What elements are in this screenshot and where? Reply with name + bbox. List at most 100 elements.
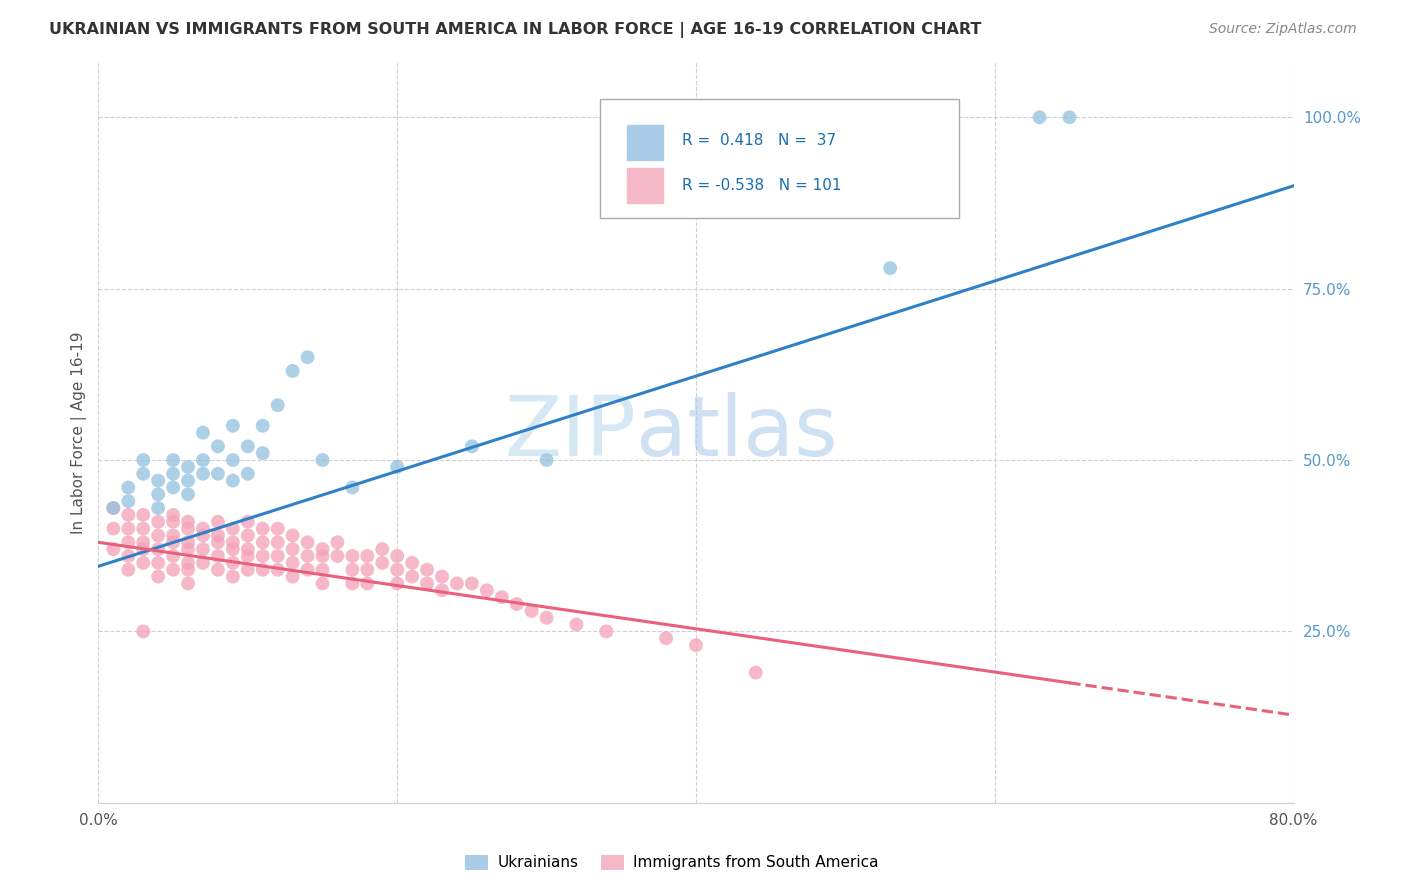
Point <box>162 515 184 529</box>
Point <box>595 624 617 639</box>
Point <box>356 549 378 563</box>
Point <box>177 487 200 501</box>
Text: atlas: atlas <box>637 392 838 473</box>
Point <box>177 542 200 557</box>
Point <box>132 542 155 557</box>
Point <box>342 563 364 577</box>
Point <box>177 556 200 570</box>
Point <box>117 563 139 577</box>
Point <box>536 453 558 467</box>
Point <box>506 597 529 611</box>
Point <box>222 453 245 467</box>
Point <box>356 576 378 591</box>
Point <box>162 549 184 563</box>
Point <box>430 583 453 598</box>
Point <box>207 528 229 542</box>
Point <box>879 261 901 276</box>
Point <box>222 474 245 488</box>
Point <box>311 453 333 467</box>
Point <box>1028 110 1050 124</box>
Point <box>267 549 290 563</box>
Point <box>222 569 245 583</box>
FancyBboxPatch shape <box>627 168 662 203</box>
Point <box>177 535 200 549</box>
Point <box>117 494 139 508</box>
Point <box>132 467 155 481</box>
Point <box>148 556 170 570</box>
Point <box>207 535 229 549</box>
Point <box>297 535 319 549</box>
Point <box>356 563 378 577</box>
Point <box>385 576 409 591</box>
Point <box>281 569 304 583</box>
Point <box>177 459 200 474</box>
Point <box>177 474 200 488</box>
Point <box>148 515 170 529</box>
Point <box>103 501 125 516</box>
Point <box>117 480 139 494</box>
Point <box>103 522 125 536</box>
Point <box>177 522 200 536</box>
Text: R = -0.538   N = 101: R = -0.538 N = 101 <box>682 178 841 193</box>
Point <box>191 453 214 467</box>
Point <box>222 542 245 557</box>
Point <box>385 563 409 577</box>
Y-axis label: In Labor Force | Age 16-19: In Labor Force | Age 16-19 <box>72 331 87 534</box>
Point <box>536 610 558 624</box>
Point <box>281 542 304 557</box>
Point <box>162 535 184 549</box>
Point <box>191 556 214 570</box>
Point <box>207 515 229 529</box>
Point <box>745 665 768 680</box>
Point <box>371 542 394 557</box>
Point <box>267 535 290 549</box>
Point <box>385 549 409 563</box>
Point <box>132 508 155 522</box>
Point <box>342 576 364 591</box>
Point <box>222 522 245 536</box>
Point <box>446 576 468 591</box>
Point <box>252 549 274 563</box>
Point <box>565 617 588 632</box>
Point <box>148 528 170 542</box>
Point <box>416 576 439 591</box>
Point <box>191 467 214 481</box>
Point <box>267 522 290 536</box>
Point <box>297 563 319 577</box>
Point <box>371 556 394 570</box>
Point <box>520 604 543 618</box>
Point <box>252 563 274 577</box>
Point <box>461 576 484 591</box>
Point <box>207 563 229 577</box>
Point <box>207 549 229 563</box>
FancyBboxPatch shape <box>600 99 959 218</box>
FancyBboxPatch shape <box>627 125 662 161</box>
Point <box>148 501 170 516</box>
Point <box>236 563 259 577</box>
Point <box>148 542 170 557</box>
Point <box>162 453 184 467</box>
Point <box>148 474 170 488</box>
Point <box>162 480 184 494</box>
Point <box>475 583 498 598</box>
Point <box>177 576 200 591</box>
Point <box>252 535 274 549</box>
Text: UKRAINIAN VS IMMIGRANTS FROM SOUTH AMERICA IN LABOR FORCE | AGE 16-19 CORRELATIO: UKRAINIAN VS IMMIGRANTS FROM SOUTH AMERI… <box>49 22 981 38</box>
Point <box>132 522 155 536</box>
Point <box>191 425 214 440</box>
Point <box>281 556 304 570</box>
Point <box>1059 110 1081 124</box>
Point <box>281 528 304 542</box>
Point <box>191 522 214 536</box>
Point <box>222 556 245 570</box>
Point <box>191 528 214 542</box>
Point <box>222 418 245 433</box>
Point <box>416 563 439 577</box>
Point <box>326 535 349 549</box>
Point <box>430 569 453 583</box>
Point <box>297 350 319 364</box>
Point <box>401 569 423 583</box>
Point <box>311 563 333 577</box>
Text: Source: ZipAtlas.com: Source: ZipAtlas.com <box>1209 22 1357 37</box>
Point <box>326 549 349 563</box>
